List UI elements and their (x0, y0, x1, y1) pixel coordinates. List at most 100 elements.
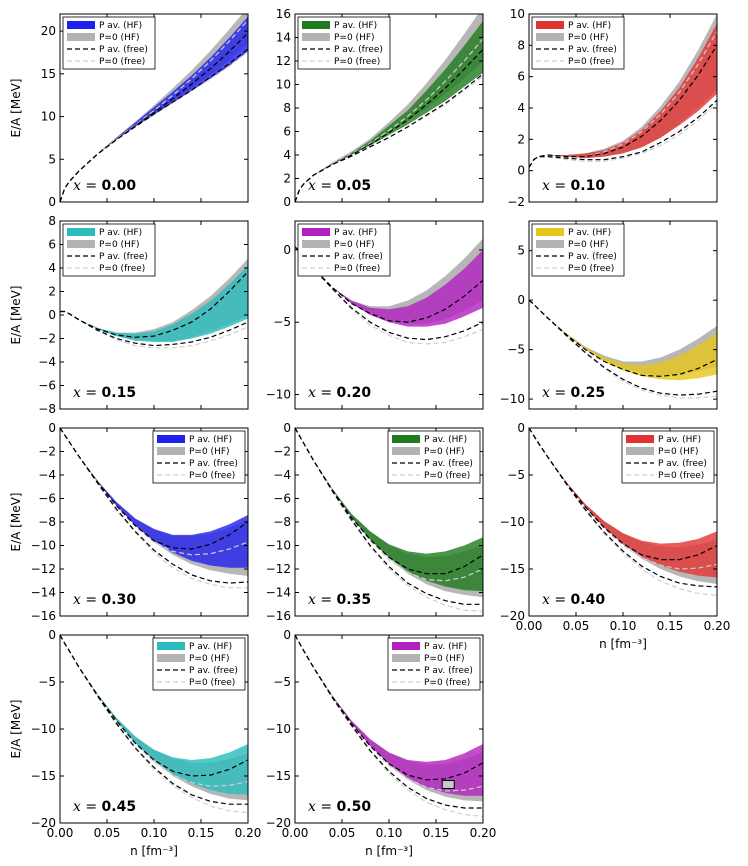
y-tick-label: −16 (266, 609, 291, 623)
legend: P av. (HF) P=0 (HF) P av. (free) P=0 (free) (297, 223, 391, 277)
legend-label: P=0 (free) (99, 264, 145, 274)
band-pav-hf (60, 428, 248, 568)
legend-swatch-p0-hf (302, 33, 330, 41)
line-pav-free-1 (295, 48, 483, 202)
plot-area (295, 238, 483, 345)
y-tick-label: −5 (273, 315, 291, 329)
legend-label: P=0 (HF) (424, 447, 465, 457)
line-pav-free-1 (295, 428, 483, 575)
panel-label-value: 0.40 (571, 592, 606, 608)
y-tick-label: 20 (41, 24, 56, 38)
legend-swatch-p0-hf (626, 447, 654, 455)
y-tick-label: 2 (48, 285, 56, 299)
legend-swatch-pav-hf (392, 642, 420, 650)
legend-label: P av. (free) (334, 45, 383, 55)
panel-7: −16−14−12−10−8−6−4−20x = 0.35P av. (HF)P… (266, 421, 484, 623)
panel-label-value: 0.30 (102, 592, 137, 608)
band-pav-hf (295, 247, 483, 327)
legend: P av. (HF) P=0 (HF) P av. (free) P=0 (free) (62, 16, 156, 70)
panel-label: x = 0.20 (308, 385, 371, 401)
legend-label: P=0 (free) (334, 264, 380, 274)
y-tick-label: −6 (38, 492, 56, 506)
legend-swatch-p0-hf (392, 654, 420, 662)
y-tick-label: −6 (273, 492, 291, 506)
line-pav-free-1 (60, 635, 248, 777)
y-tick-label: −4 (38, 468, 56, 482)
band-pav-hf (529, 23, 717, 168)
band-pav-hf (60, 16, 248, 202)
y-tick-label: 4 (517, 101, 525, 115)
band-p0-hf (529, 300, 717, 376)
legend: P av. (HF) P=0 (HF) P av. (free) P=0 (free) (531, 16, 625, 70)
panel-label-value: 0.45 (102, 799, 137, 815)
line-pav-free-1 (529, 428, 717, 561)
panel-label: x = 0.30 (73, 592, 136, 608)
plot-area (529, 299, 717, 399)
y-tick-label: −10 (266, 388, 291, 402)
legend-swatch-p0-hf (67, 240, 95, 248)
y-tick-label: −20 (500, 609, 525, 623)
y-tick-label: 14 (276, 31, 291, 45)
y-tick-label: 5 (517, 244, 525, 258)
y-tick-label: 4 (283, 148, 291, 162)
plot-area (60, 14, 248, 202)
legend-label: P av. (free) (99, 45, 148, 55)
y-tick-label: 8 (283, 101, 291, 115)
y-tick-label: −2 (507, 195, 525, 209)
y-tick-label: 8 (517, 38, 525, 52)
line-pav-free-1 (295, 246, 483, 323)
y-tick-label: −5 (38, 675, 56, 689)
panel-label-var: x = (542, 178, 571, 194)
y-tick-label: 6 (517, 70, 525, 84)
y-tick-label: −5 (507, 343, 525, 357)
line-pav-free-0 (60, 48, 248, 202)
panel-label-var: x = (542, 592, 571, 608)
y-axis-label: E/A [MeV] (9, 286, 23, 345)
x-tick-label: 0.20 (235, 826, 262, 840)
legend-swatch-pav-hf (157, 642, 185, 650)
band-pav-hf (60, 265, 248, 342)
y-tick-label: 5 (48, 152, 56, 166)
panel-label-value: 0.15 (102, 385, 137, 401)
y-tick-label: 0 (283, 421, 291, 435)
y-tick-label: −2 (38, 445, 56, 459)
legend-swatch-p0-hf (392, 447, 420, 455)
panel-label-var: x = (308, 178, 337, 194)
y-tick-label: 16 (276, 7, 291, 21)
legend-label: P=0 (free) (424, 678, 470, 688)
panel-label-var: x = (308, 385, 337, 401)
legend-swatch-pav-hf (302, 21, 330, 29)
legend-label: P=0 (HF) (334, 33, 375, 43)
y-tick-label: 0 (48, 421, 56, 435)
x-tick-label: 0.20 (704, 619, 731, 633)
line-pav-free-1 (295, 635, 483, 781)
y-tick-label: −4 (273, 468, 291, 482)
y-tick-label: −8 (38, 402, 56, 416)
legend-label: P=0 (HF) (658, 447, 699, 457)
y-tick-label: 0 (283, 195, 291, 209)
y-tick-label: −5 (273, 675, 291, 689)
legend-label: P=0 (HF) (568, 33, 609, 43)
y-tick-label: −10 (266, 539, 291, 553)
panel-label-value: 0.00 (102, 178, 137, 194)
y-tick-label: 10 (41, 110, 56, 124)
y-tick-label: 0 (517, 164, 525, 178)
data-marker (441, 779, 455, 789)
legend: P av. (HF) P=0 (HF) P av. (free) P=0 (free) (297, 16, 391, 70)
legend: P av. (HF) P=0 (HF) P av. (free) P=0 (free) (387, 430, 481, 484)
x-tick-label: 0.15 (657, 619, 684, 633)
y-tick-label: 8 (48, 214, 56, 228)
legend-label: P=0 (HF) (189, 447, 230, 457)
x-tick-label: 0.10 (141, 826, 168, 840)
legend-label: P av. (HF) (334, 21, 377, 31)
y-tick-label: −8 (38, 515, 56, 529)
panel-label: x = 0.00 (73, 178, 136, 194)
y-tick-label: −2 (273, 445, 291, 459)
panel-label-value: 0.10 (571, 178, 606, 194)
x-axis-label: n [fm⁻³] (599, 637, 647, 651)
legend-label: P av. (free) (568, 45, 617, 55)
y-tick-label: −12 (266, 562, 291, 576)
y-tick-label: −14 (266, 586, 291, 600)
y-tick-label: −8 (273, 515, 291, 529)
